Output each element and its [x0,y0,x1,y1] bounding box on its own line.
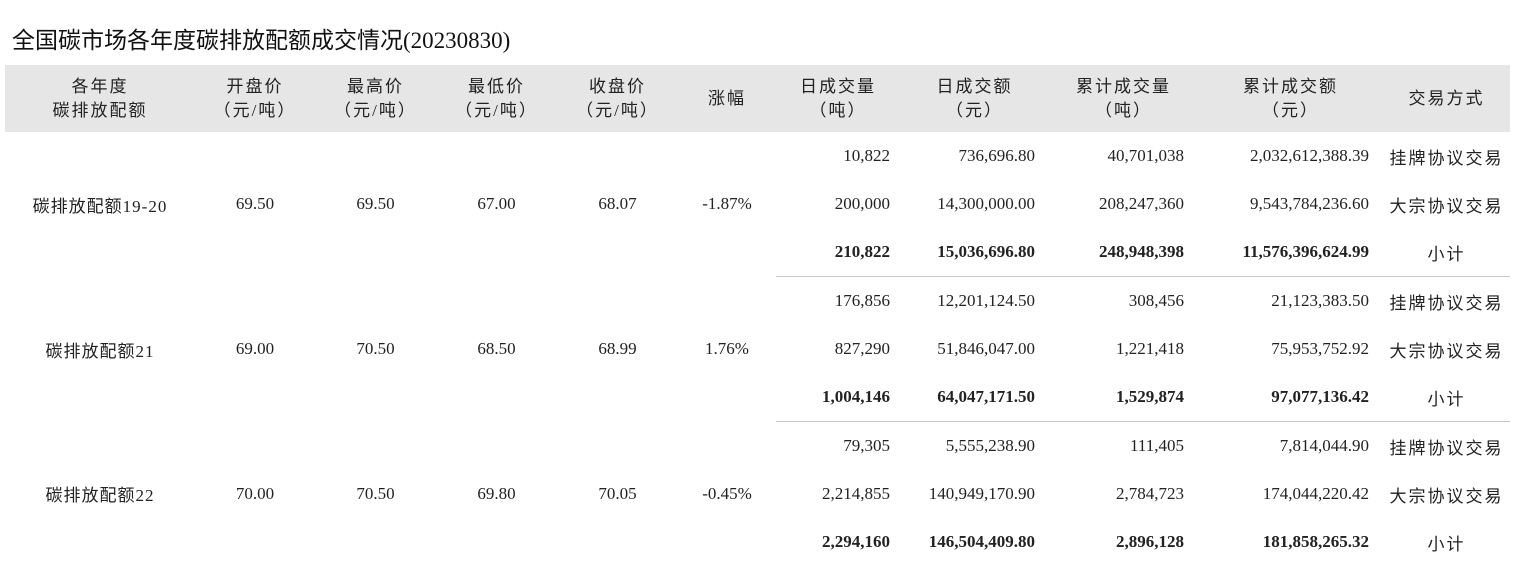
header-close-price: 收盘价（元/吨） [557,65,678,132]
daily-amount: 64,047,171.50 [900,373,1049,422]
header-row: 各年度碳排放配额 开盘价（元/吨） 最高价（元/吨） 最低价（元/吨） 收盘价（… [5,65,1510,132]
daily-volume: 176,856 [776,277,900,326]
carbon-market-table: 各年度碳排放配额 开盘价（元/吨） 最高价（元/吨） 最低价（元/吨） 收盘价（… [5,65,1510,566]
trade-method: 大宗协议交易 [1383,180,1510,228]
cumulative-volume: 1,221,418 [1049,325,1198,373]
cumulative-volume: 1,529,874 [1049,373,1198,422]
low-price: 69.80 [436,422,557,566]
cumulative-volume: 208,247,360 [1049,180,1198,228]
open-price: 69.00 [195,277,315,422]
cumulative-volume: 111,405 [1049,422,1198,471]
trade-method: 小计 [1383,228,1510,277]
close-price: 68.99 [557,277,678,422]
trade-method: 大宗协议交易 [1383,470,1510,518]
close-price: 68.07 [557,132,678,277]
daily-volume: 1,004,146 [776,373,900,422]
high-price: 69.50 [315,132,436,277]
cumulative-amount: 21,123,383.50 [1198,277,1383,326]
daily-volume: 10,822 [776,132,900,180]
header-change: 涨幅 [678,65,776,132]
daily-amount: 146,504,409.80 [900,518,1049,566]
open-price: 70.00 [195,422,315,566]
high-price: 70.50 [315,277,436,422]
cumulative-amount: 7,814,044.90 [1198,422,1383,471]
daily-amount: 51,846,047.00 [900,325,1049,373]
daily-volume: 827,290 [776,325,900,373]
daily-volume: 210,822 [776,228,900,277]
table-row: 碳排放配额21 69.00 70.50 68.50 68.99 1.76% 17… [5,277,1510,326]
trade-method: 小计 [1383,373,1510,422]
daily-volume: 200,000 [776,180,900,228]
daily-volume: 2,214,855 [776,470,900,518]
table-row: 碳排放配额22 70.00 70.50 69.80 70.05 -0.45% 7… [5,422,1510,471]
cumulative-amount: 181,858,265.32 [1198,518,1383,566]
daily-amount: 12,201,124.50 [900,277,1049,326]
daily-amount: 14,300,000.00 [900,180,1049,228]
price-change: -1.87% [678,132,776,277]
trade-method: 挂牌协议交易 [1383,422,1510,471]
price-change: 1.76% [678,277,776,422]
high-price: 70.50 [315,422,436,566]
daily-amount: 15,036,696.80 [900,228,1049,277]
cumulative-amount: 174,044,220.42 [1198,470,1383,518]
trade-method: 挂牌协议交易 [1383,132,1510,180]
low-price: 67.00 [436,132,557,277]
close-price: 70.05 [557,422,678,566]
table-row: 碳排放配额19-20 69.50 69.50 67.00 68.07 -1.87… [5,132,1510,180]
daily-volume: 2,294,160 [776,518,900,566]
header-trade-method: 交易方式 [1383,65,1510,132]
header-high-price: 最高价（元/吨） [315,65,436,132]
trade-method: 挂牌协议交易 [1383,277,1510,326]
header-cumulative-amount: 累计成交额（元） [1198,65,1383,132]
table-header: 各年度碳排放配额 开盘价（元/吨） 最高价（元/吨） 最低价（元/吨） 收盘价（… [5,65,1510,132]
low-price: 68.50 [436,277,557,422]
cumulative-amount: 11,576,396,624.99 [1198,228,1383,277]
trade-method: 小计 [1383,518,1510,566]
cumulative-volume: 248,948,398 [1049,228,1198,277]
cumulative-amount: 75,953,752.92 [1198,325,1383,373]
header-daily-amount: 日成交额（元） [900,65,1049,132]
cumulative-amount: 97,077,136.42 [1198,373,1383,422]
daily-amount: 736,696.80 [900,132,1049,180]
allowance-name: 碳排放配额22 [5,422,195,566]
header-allowance-year: 各年度碳排放配额 [5,65,195,132]
price-change: -0.45% [678,422,776,566]
cumulative-volume: 2,784,723 [1049,470,1198,518]
cumulative-amount: 9,543,784,236.60 [1198,180,1383,228]
cumulative-volume: 308,456 [1049,277,1198,326]
page-title: 全国碳市场各年度碳排放配额成交情况(20230830) [12,26,510,56]
cumulative-volume: 2,896,128 [1049,518,1198,566]
header-daily-volume: 日成交量（吨） [776,65,900,132]
header-cumulative-volume: 累计成交量（吨） [1049,65,1198,132]
daily-volume: 79,305 [776,422,900,471]
header-low-price: 最低价（元/吨） [436,65,557,132]
header-open-price: 开盘价（元/吨） [195,65,315,132]
cumulative-amount: 2,032,612,388.39 [1198,132,1383,180]
daily-amount: 140,949,170.90 [900,470,1049,518]
open-price: 69.50 [195,132,315,277]
allowance-name: 碳排放配额21 [5,277,195,422]
allowance-name: 碳排放配额19-20 [5,132,195,277]
cumulative-volume: 40,701,038 [1049,132,1198,180]
table-body: 碳排放配额19-20 69.50 69.50 67.00 68.07 -1.87… [5,132,1510,566]
daily-amount: 5,555,238.90 [900,422,1049,471]
trade-method: 大宗协议交易 [1383,325,1510,373]
